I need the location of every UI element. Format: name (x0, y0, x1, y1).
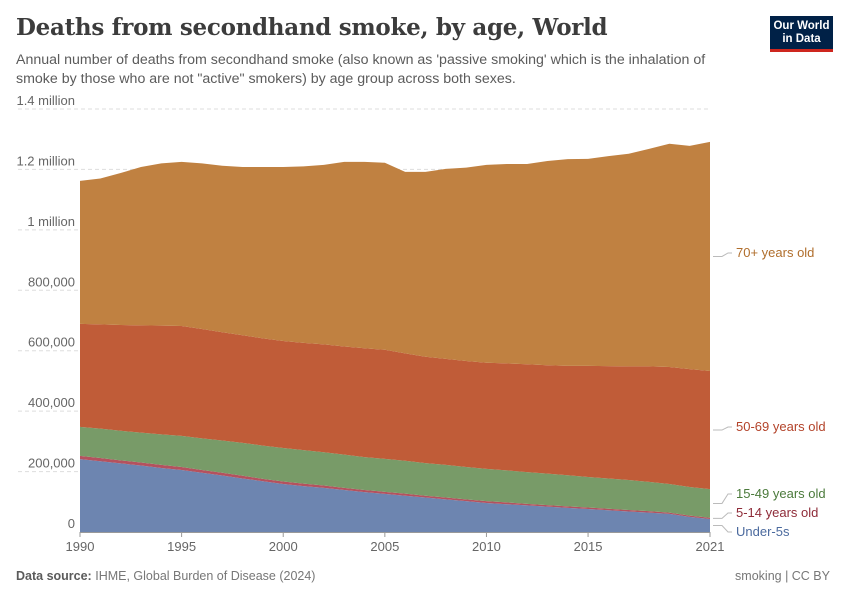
label-connector (713, 525, 732, 533)
x-tick-label: 2005 (370, 539, 399, 554)
y-tick-label: 1 million (27, 214, 75, 229)
x-tick-label: 2015 (574, 539, 603, 554)
x-tick-label: 2010 (472, 539, 501, 554)
data-source-label: Data source: (16, 569, 92, 583)
area-15-49-years-old (80, 426, 710, 518)
chart-title: Deaths from secondhand smoke, by age, Wo… (16, 14, 608, 41)
footer-license[interactable]: smoking | CC BY (735, 569, 830, 583)
x-tick-label: 2021 (696, 539, 725, 554)
owid-logo[interactable]: Our World in Data (770, 16, 833, 52)
y-tick-label: 800,000 (28, 274, 75, 289)
y-tick-label: 400,000 (28, 395, 75, 410)
y-tick-label: 1.4 million (16, 93, 75, 108)
chart-subtitle: Annual number of deaths from secondhand … (16, 52, 706, 87)
y-tick-label: 600,000 (28, 335, 75, 350)
label-connector (713, 426, 732, 431)
area-50-69-years-old (80, 323, 710, 490)
y-tick-label: 0 (68, 516, 75, 531)
x-tick-label: 1995 (167, 539, 196, 554)
series-label: 50-69 years old (736, 419, 826, 434)
data-source-link[interactable]: IHME, Global Burden of Disease (2024) (95, 569, 316, 583)
label-connector (713, 512, 732, 519)
label-connector (713, 252, 732, 257)
x-tick-label: 2000 (269, 539, 298, 554)
logo-line-2: in Data (782, 33, 821, 45)
series-label: 5-14 years old (736, 505, 818, 520)
y-tick-label: 200,000 (28, 456, 75, 471)
area-under-5s (80, 459, 710, 532)
area-70-years-old (80, 141, 710, 371)
series-label: Under-5s (736, 524, 790, 539)
logo-line-1: Our World (773, 20, 830, 32)
x-tick-label: 1990 (66, 539, 95, 554)
series-label: 15-49 years old (736, 486, 826, 501)
series-label: 70+ years old (736, 245, 814, 260)
y-tick-label: 1.2 million (16, 153, 75, 168)
data-source: Data source: IHME, Global Burden of Dise… (16, 569, 315, 583)
label-connector (713, 493, 732, 504)
